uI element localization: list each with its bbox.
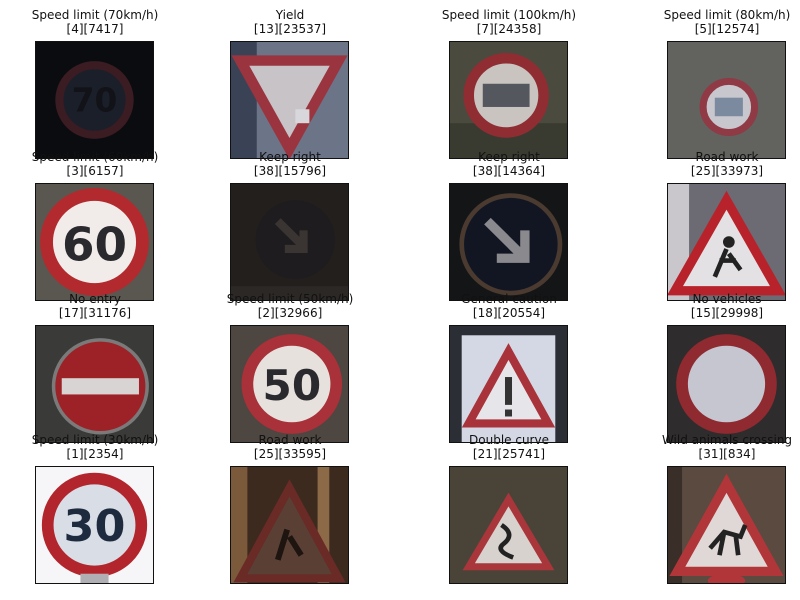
caption-title: Speed limit (50km/h) bbox=[195, 292, 385, 306]
yield-sign bbox=[230, 41, 349, 159]
caption-ids: [15][29998] bbox=[632, 306, 800, 320]
caption-ids: [21][25741] bbox=[414, 447, 604, 461]
caption-ids: [5][12574] bbox=[632, 22, 800, 36]
caption-ids: [18][20554] bbox=[414, 306, 604, 320]
svg-text:50: 50 bbox=[263, 361, 322, 410]
caption-title: Speed limit (30km/h) bbox=[0, 433, 190, 447]
svg-text:30: 30 bbox=[64, 501, 126, 552]
keep-right-sign bbox=[449, 183, 568, 301]
no-vehicles-sign bbox=[667, 325, 786, 443]
svg-text:60: 60 bbox=[62, 218, 127, 272]
caption-title: No vehicles bbox=[632, 292, 800, 306]
speed-limit-30-sign: 30 bbox=[35, 466, 154, 584]
road-work-sign bbox=[667, 183, 786, 301]
double-curve-sign bbox=[449, 466, 568, 584]
no-entry-sign bbox=[35, 325, 154, 443]
caption-ids: [3][6157] bbox=[0, 164, 190, 178]
caption-title: Double curve bbox=[414, 433, 604, 447]
speed-limit-60-sign: 60 bbox=[35, 183, 154, 301]
wild-animals-crossing-sign bbox=[667, 466, 786, 584]
caption-title: Keep right bbox=[195, 150, 385, 164]
caption-title: Keep right bbox=[414, 150, 604, 164]
caption-ids: [7][24358] bbox=[414, 22, 604, 36]
caption-ids: [17][31176] bbox=[0, 306, 190, 320]
speed-limit-100-sign bbox=[449, 41, 568, 159]
caption-ids: [25][33973] bbox=[632, 164, 800, 178]
caption-title: General caution bbox=[414, 292, 604, 306]
caption-title: No entry bbox=[0, 292, 190, 306]
caption-ids: [1][2354] bbox=[0, 447, 190, 461]
caption-ids: [38][14364] bbox=[414, 164, 604, 178]
caption-ids: [31][834] bbox=[632, 447, 800, 461]
caption-ids: [25][33595] bbox=[195, 447, 385, 461]
general-caution-sign bbox=[449, 325, 568, 443]
road-work-sign bbox=[230, 466, 349, 584]
caption-title: Road work bbox=[632, 150, 800, 164]
caption-title: Speed limit (70km/h) bbox=[0, 8, 190, 22]
caption-title: Wild animals crossing bbox=[632, 433, 800, 447]
caption-title: Speed limit (60km/h) bbox=[0, 150, 190, 164]
svg-text:70: 70 bbox=[72, 82, 118, 120]
caption-title: Road work bbox=[195, 433, 385, 447]
caption-title: Speed limit (80km/h) bbox=[632, 8, 800, 22]
caption-title: Yield bbox=[195, 8, 385, 22]
caption-title: Speed limit (100km/h) bbox=[414, 8, 604, 22]
caption-ids: [4][7417] bbox=[0, 22, 190, 36]
caption-ids: [13][23537] bbox=[195, 22, 385, 36]
keep-right-sign bbox=[230, 183, 349, 301]
caption-ids: [2][32966] bbox=[195, 306, 385, 320]
caption-ids: [38][15796] bbox=[195, 164, 385, 178]
speed-limit-80-sign bbox=[667, 41, 786, 159]
speed-limit-50-sign: 50 bbox=[230, 325, 349, 443]
speed-limit-70-sign: 70 bbox=[35, 41, 154, 159]
